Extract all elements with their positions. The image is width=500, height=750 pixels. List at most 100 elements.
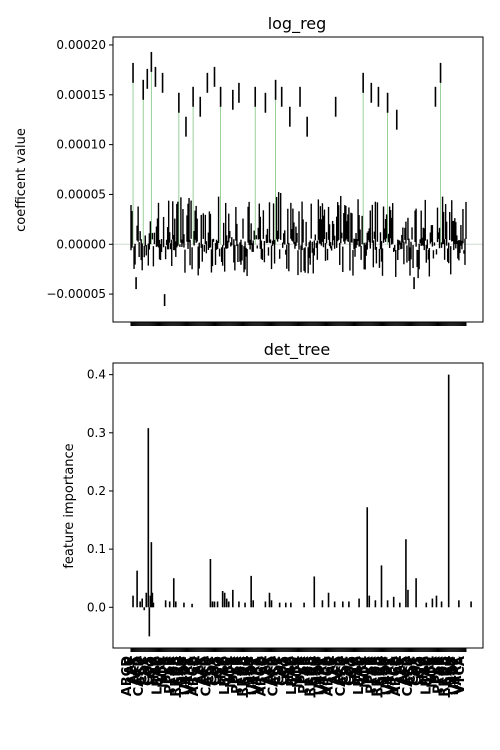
- y-tick-label: 0.00010: [56, 138, 106, 152]
- x-tick-label: PLR: [429, 656, 444, 684]
- x-tick-label: AF: [325, 656, 340, 675]
- x-tick-label: COS: [410, 656, 425, 686]
- x-tick-label: NOR: [291, 656, 306, 688]
- y-tick-label: −0.00005: [46, 287, 106, 301]
- y-tick-label: 0.2: [87, 484, 106, 498]
- x-tick-label: GO: [212, 656, 227, 678]
- x-tick-label: ABCD: [187, 656, 202, 697]
- x-tick-label: RRDB: [169, 656, 184, 697]
- x-tick-label: CCC: [135, 656, 150, 685]
- x-tick-label: SAB: [172, 656, 187, 685]
- x-tick-label: PPAR: [230, 656, 245, 694]
- x-tick-label: LRL: [355, 656, 370, 683]
- det-tree-title: det_tree: [264, 340, 330, 360]
- x-tick-label: SSN: [377, 656, 392, 685]
- log-reg-yticks: −0.00005 0.00000 0.00005 0.00010 0.00015 0.00…: [46, 38, 113, 301]
- x-tick-label: AFR: [395, 656, 410, 685]
- x-tick-label: AF: [190, 656, 205, 675]
- x-tick-label: SSN: [309, 656, 324, 685]
- x-tick-label: PR: [367, 656, 382, 676]
- x-tick-label: PLR: [294, 656, 309, 684]
- x-tick-label: CCC: [270, 656, 285, 685]
- x-tick-label: NOR: [358, 656, 373, 688]
- x-tick-label: PPAR: [364, 656, 379, 694]
- det-tree-bars: [132, 374, 472, 637]
- x-tick-label: SAB: [441, 656, 456, 685]
- x-tick-label: CDT: [340, 656, 355, 685]
- x-tick-label: TMDT: [447, 656, 462, 698]
- x-tick-label: HLA: [282, 656, 297, 685]
- x-tick-label: LRL: [288, 656, 303, 683]
- x-tick-label: CDT: [138, 656, 153, 685]
- x-tick-label: LBAD: [419, 656, 434, 695]
- x-tick-label: AF: [123, 656, 138, 675]
- x-tick-label: VTCA: [251, 656, 266, 695]
- x-tick-label: LBAD: [151, 656, 166, 695]
- x-tick-label: AFR: [126, 656, 141, 685]
- y-tick-label: 0.4: [87, 368, 106, 382]
- x-tick-label: RRDB: [303, 656, 318, 697]
- log-reg-axes: log_reg coefficent value −0.00005 0.00000…: [14, 14, 484, 326]
- x-tick-label: LBAD: [352, 656, 367, 695]
- x-tick-label: ABCD: [120, 656, 135, 697]
- x-tick-label: CARD: [267, 656, 282, 697]
- x-tick-label: CARD: [401, 656, 416, 697]
- x-tick-label: CARD: [199, 656, 214, 697]
- x-tick-label: SAB: [374, 656, 389, 685]
- x-tick-label: ABCD: [389, 656, 404, 697]
- x-tick-label: COS: [343, 656, 358, 686]
- x-tick-label: VARC: [383, 656, 398, 695]
- x-tick-label: VTCA: [386, 656, 401, 695]
- x-tick-label: PR: [300, 656, 315, 676]
- x-tick-label: CARD: [334, 656, 349, 697]
- x-tick-label: GO: [279, 656, 294, 678]
- det-tree-yticks: 0.0 0.1 0.2 0.3 0.4: [87, 368, 113, 614]
- x-tick-label: LRL: [154, 656, 169, 683]
- y-tick-label: 0.00005: [56, 187, 106, 201]
- det-tree-axes: det_tree feature importance 0.0 0.1 0.2 0.3…: [62, 340, 484, 698]
- x-tick-label: PR: [166, 656, 181, 676]
- y-tick-label: 0.00020: [56, 38, 106, 52]
- det-tree-ylabel: feature importance: [62, 443, 77, 568]
- det-tree-frame: [112, 362, 484, 649]
- x-tick-label: VTCA: [453, 656, 468, 695]
- x-tick-label: PLR: [160, 656, 175, 684]
- x-tick-label: HLA: [147, 656, 162, 685]
- x-tick-label: CCC: [337, 656, 352, 685]
- x-tick-label: PR: [233, 656, 248, 676]
- x-tick-label: GO: [413, 656, 428, 678]
- x-tick-label: AFT: [129, 656, 144, 684]
- log-reg-bars: [113, 51, 483, 307]
- x-tick-label: LRL: [422, 656, 437, 683]
- x-tick-label: TMDT: [178, 656, 193, 698]
- x-tick-label: GO: [144, 656, 159, 678]
- x-tick-label: VTCA: [319, 656, 334, 695]
- x-tick-label: CDT: [206, 656, 221, 685]
- x-tick-label: AFT: [264, 656, 279, 684]
- x-tick-label: VARC: [450, 656, 465, 695]
- x-tick-label: LRL: [221, 656, 236, 683]
- x-tick-label: AF: [392, 656, 407, 675]
- x-tick-label: SAB: [239, 656, 254, 685]
- x-tick-label: RRDB: [370, 656, 385, 697]
- x-tick-label: VTCA: [184, 656, 199, 695]
- x-tick-label: PLR: [361, 656, 376, 684]
- log-reg-frame: [112, 36, 484, 323]
- x-tick-label: PR: [435, 656, 450, 676]
- x-tick-label: GO: [346, 656, 361, 678]
- x-tick-label: NOR: [425, 656, 440, 688]
- x-tick-label: SAB: [306, 656, 321, 685]
- x-tick-label: SSN: [242, 656, 257, 685]
- x-tick-label: AFR: [193, 656, 208, 685]
- x-tick-label: TMDT: [380, 656, 395, 698]
- y-tick-label: 0.00015: [56, 88, 106, 102]
- y-tick-label: 0.3: [87, 426, 106, 440]
- x-tick-label: VARC: [316, 656, 331, 695]
- x-tick-label: PPAR: [297, 656, 312, 694]
- x-tick-label: TMDT: [312, 656, 327, 698]
- x-tick-label: PPAR: [432, 656, 447, 694]
- x-tick-label: HLA: [215, 656, 230, 685]
- x-tick-label: RRDB: [236, 656, 251, 697]
- x-tick-label: CDT: [273, 656, 288, 685]
